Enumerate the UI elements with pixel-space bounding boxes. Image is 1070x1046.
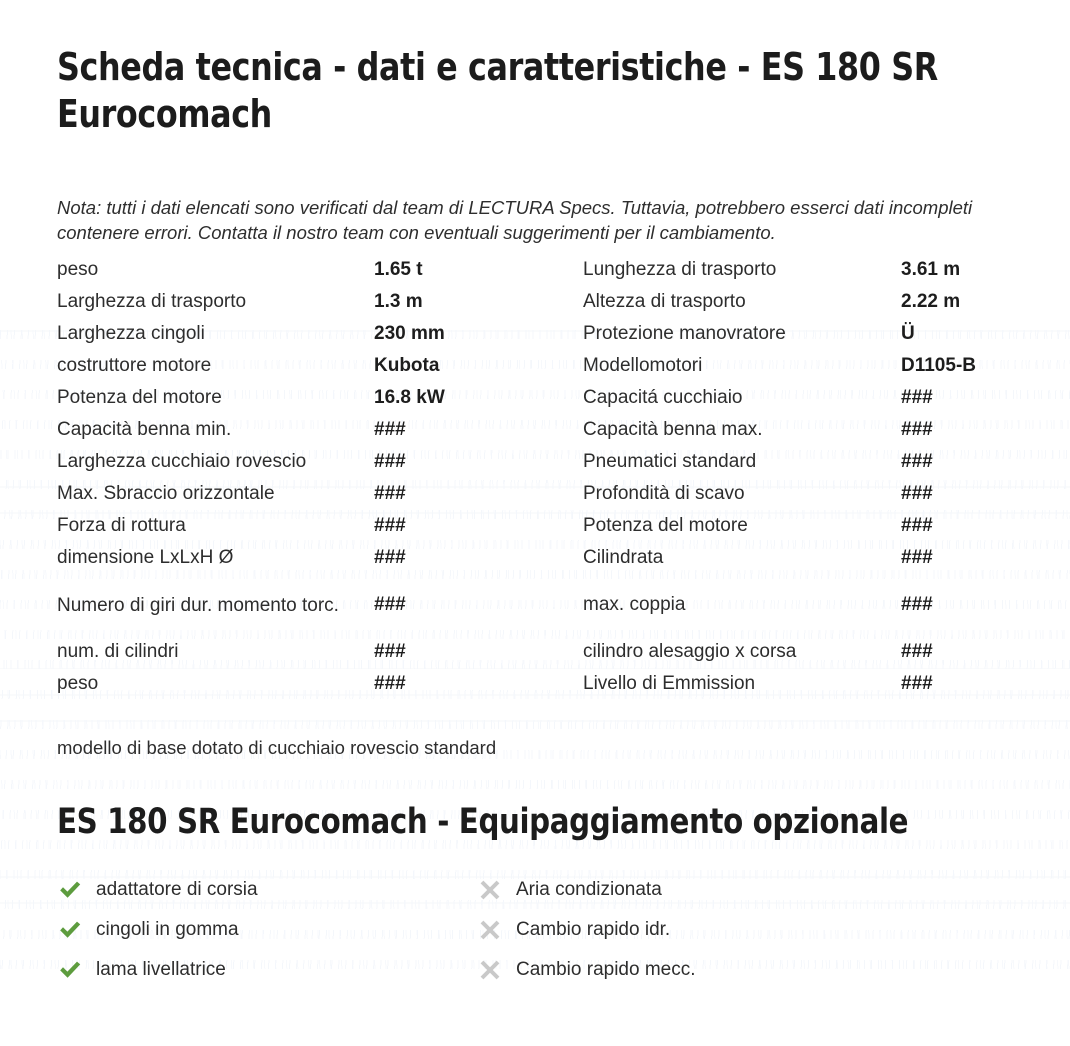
spec-value-left: 1.65 t xyxy=(374,259,423,280)
spec-row: Max. Sbraccio orizzontale ### Profondità d… xyxy=(57,478,1017,510)
spec-label-left: Forza di rottura xyxy=(57,515,186,536)
spec-value-left: Kubota xyxy=(374,355,440,376)
check-icon xyxy=(57,877,83,903)
option-label: cingoli in gomma xyxy=(96,919,239,940)
option-label: lama livellatrice xyxy=(96,959,226,980)
spec-label-right: Potenza del motore xyxy=(583,515,748,536)
spec-value-right: 3.61 m xyxy=(901,259,961,280)
note-line-1: Nota: tutti i dati elencati sono verific… xyxy=(57,196,973,218)
spec-label-left: Larghezza cingoli xyxy=(57,323,205,344)
option-label: Cambio rapido mecc. xyxy=(516,959,696,980)
spec-label-right: Pneumatici standard xyxy=(583,451,757,472)
spec-label-left: num. di cilindri xyxy=(57,641,179,662)
data-disclaimer-note: Nota: tutti i dati elencati sono verific… xyxy=(57,195,1070,245)
specifications-table-body: peso 1.65 t Lunghezza di trasporto 3.61 m La… xyxy=(57,254,1017,700)
cross-icon xyxy=(477,877,503,903)
spec-row: Forza di rottura ### Potenza del motore ### xyxy=(57,510,1017,542)
spec-row: peso 1.65 t Lunghezza di trasporto 3.61 m xyxy=(57,254,1017,286)
spec-label-left: Potenza del motore xyxy=(57,387,222,408)
option-label: Aria condizionata xyxy=(516,879,662,900)
page-title: Scheda tecnica - dati e caratteristiche … xyxy=(57,45,938,136)
check-icon xyxy=(57,957,83,983)
spec-label-left: Larghezza cucchiaio rovescio xyxy=(57,451,307,472)
spec-label-right: Protezione manovratore xyxy=(583,323,786,344)
spec-row: Potenza del motore 16.8 kW Capacitá cucchi… xyxy=(57,382,1017,414)
base-model-footnote: modello di base dotato di cucchiaio rove… xyxy=(57,737,497,758)
spec-label-left: Capacità benna min. xyxy=(57,419,232,440)
optional-equipment-list: adattatore di corsia cingoli in gomma lama… xyxy=(57,870,1017,990)
spec-label-right: Livello di Emmission xyxy=(583,673,756,694)
spec-value-left: ### xyxy=(374,641,406,662)
option-item: Aria condizionata xyxy=(477,870,897,910)
spec-value-right: ### xyxy=(901,673,933,694)
spec-label-left: peso xyxy=(57,673,99,694)
spec-label-right: Capacitá cucchiaio xyxy=(583,387,743,408)
cross-icon xyxy=(477,917,503,943)
spec-value-left: ### xyxy=(374,483,406,504)
spec-label-left: dimensione LxLxH Ø xyxy=(57,547,234,568)
spec-row: num. di cilindri ### cilindro alesaggio x … xyxy=(57,636,1017,668)
spec-value-left: ### xyxy=(374,515,406,536)
spec-value-left: 230 mm xyxy=(374,323,445,344)
spec-label-right: Modellomotori xyxy=(583,355,703,376)
option-item: adattatore di corsia xyxy=(57,870,477,910)
option-item: Cambio rapido mecc. xyxy=(477,950,897,990)
spec-label-right: Cilindrata xyxy=(583,547,664,568)
option-item: lama livellatrice xyxy=(57,950,477,990)
spec-label-left: Numero di giri dur. momento torc. xyxy=(57,594,339,616)
specifications-table: peso 1.65 t Lunghezza di trasporto 3.61 m La… xyxy=(57,254,1017,700)
spec-label-right: Profondità di scavo xyxy=(583,483,745,504)
optional-equipment-column-right: Aria condizionata Cambio rapido idr. Cambi… xyxy=(477,870,897,990)
optional-equipment-title: ES 180 SR Eurocomach - Equipaggiamento o… xyxy=(57,802,909,842)
spec-value-right: ### xyxy=(901,483,933,504)
spec-value-right: 2.22 m xyxy=(901,291,961,312)
spec-row: Numero di giri dur. momento torc. ### max.… xyxy=(57,574,1017,636)
spec-row: costruttore motore Kubota Modellomotori D11… xyxy=(57,350,1017,382)
spec-label-left: Larghezza di trasporto xyxy=(57,291,247,312)
spec-row: Larghezza cucchiaio rovescio ### Pneumatic… xyxy=(57,446,1017,478)
spec-row: dimensione LxLxH Ø ### Cilindrata ### xyxy=(57,542,1017,574)
option-label: Cambio rapido idr. xyxy=(516,919,671,940)
spec-value-right: ### xyxy=(901,641,933,662)
spec-value-right: ### xyxy=(901,451,933,472)
spec-label-right: cilindro alesaggio x corsa xyxy=(583,641,797,662)
spec-row: Capacità benna min. ### Capacità benna max… xyxy=(57,414,1017,446)
spec-value-right: ### xyxy=(901,515,933,536)
spec-value-left: 16.8 kW xyxy=(374,387,445,408)
spec-value-right: ### xyxy=(901,387,933,408)
check-icon xyxy=(57,917,83,943)
spec-value-left: ### xyxy=(374,673,406,694)
optional-equipment-column-left: adattatore di corsia cingoli in gomma lama… xyxy=(57,870,477,990)
spec-row: Larghezza di trasporto 1.3 m Altezza di tr… xyxy=(57,286,1017,318)
spec-label-right: Altezza di trasporto xyxy=(583,291,746,312)
spec-label-left: Max. Sbraccio orizzontale xyxy=(57,483,275,504)
spec-label-left: peso xyxy=(57,259,99,280)
spec-row: Larghezza cingoli 230 mm Protezione manovr… xyxy=(57,318,1017,350)
spec-value-right: Ü xyxy=(901,323,915,344)
spec-label-left: costruttore motore xyxy=(57,355,212,376)
spec-label-right: Capacità benna max. xyxy=(583,419,763,440)
option-item: Cambio rapido idr. xyxy=(477,910,897,950)
spec-label-right: Lunghezza di trasporto xyxy=(583,259,777,280)
spec-value-left: ### xyxy=(374,594,406,615)
spec-value-right: ### xyxy=(901,547,933,568)
spec-value-right: D1105-B xyxy=(901,355,976,376)
spec-value-left: 1.3 m xyxy=(374,291,423,312)
spec-value-left: ### xyxy=(374,419,406,440)
option-item: cingoli in gomma xyxy=(57,910,477,950)
cross-icon xyxy=(477,957,503,983)
spec-value-right: ### xyxy=(901,419,933,440)
spec-value-left: ### xyxy=(374,451,406,472)
note-line-2: contenere errori. Contatta il nostro tea… xyxy=(57,221,776,243)
option-label: adattatore di corsia xyxy=(96,879,258,900)
spec-value-left: ### xyxy=(374,547,406,568)
spec-label-right: max. coppia xyxy=(583,594,686,615)
spec-value-right: ### xyxy=(901,594,933,615)
spec-row: peso ### Livello di Emmission ### xyxy=(57,668,1017,700)
